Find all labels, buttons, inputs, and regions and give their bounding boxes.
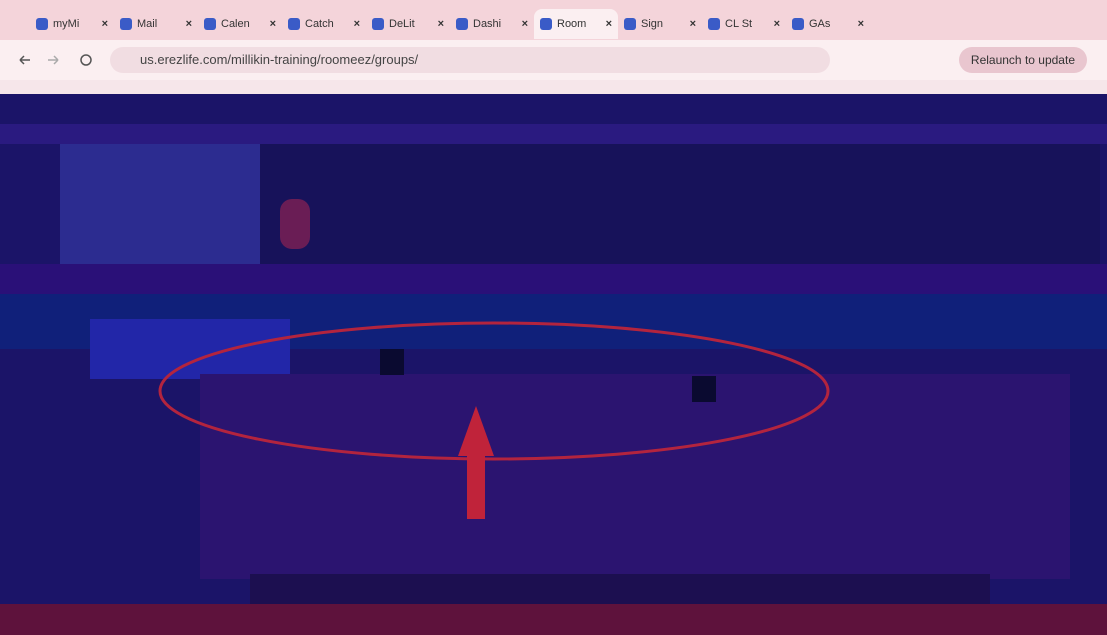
tab[interactable]: Mail × — [114, 9, 198, 39]
tab[interactable]: Sign × — [618, 9, 702, 39]
page-content — [0, 94, 1107, 604]
tab-close[interactable]: × — [773, 18, 780, 30]
bookmarks-bar — [0, 80, 1107, 94]
tab[interactable]: Calen × — [198, 9, 282, 39]
tab-icon — [792, 18, 804, 30]
tab-label: Catch — [305, 18, 334, 30]
tab-bar: myMi × Mail × Calen × Catch × DeLit × Dashi × Room × S… — [0, 0, 1107, 40]
nav-buttons — [19, 54, 92, 66]
tab-close[interactable]: × — [353, 18, 360, 30]
band — [0, 264, 1107, 294]
tab-label: Dashi — [473, 18, 502, 30]
arrow — [458, 406, 494, 519]
block — [90, 319, 290, 379]
back[interactable] — [19, 55, 30, 65]
tab[interactable]: GAs × — [786, 9, 870, 39]
tab[interactable]: DeLit × — [366, 9, 450, 39]
footer-band — [250, 574, 990, 604]
tab-close[interactable]: × — [269, 18, 276, 30]
tab-label: Mail — [137, 18, 158, 30]
tab-icon — [36, 18, 48, 30]
tab-icon — [204, 18, 216, 30]
tab-label: Room — [557, 18, 587, 30]
tab-icon — [120, 18, 132, 30]
tab-close[interactable]: × — [101, 18, 108, 30]
tab-icon — [372, 18, 384, 30]
header-strip — [0, 124, 1107, 144]
panel — [260, 144, 1100, 264]
tab-close[interactable]: × — [689, 18, 696, 30]
tab-icon — [708, 18, 720, 30]
tab[interactable]: Catch × — [282, 9, 366, 39]
tab-label: Calen — [221, 18, 250, 30]
tab-label: Sign — [641, 18, 664, 30]
avatar — [280, 199, 310, 249]
tab-icon — [456, 18, 468, 30]
tab-search[interactable] — [0, 0, 30, 40]
tab[interactable]: myMi × — [30, 9, 114, 39]
tab-close[interactable]: × — [605, 18, 612, 30]
tab[interactable]: CL St × — [702, 9, 786, 39]
tab-close[interactable]: × — [437, 18, 444, 30]
sidebar-block — [60, 144, 260, 264]
forward[interactable] — [48, 55, 59, 65]
tab-label: myMi — [53, 18, 80, 30]
taskbar — [0, 604, 1107, 635]
relaunch-button[interactable]: Relaunch to update — [958, 47, 1087, 73]
highlight-ellipse — [158, 321, 830, 461]
tab-label: CL St — [725, 18, 753, 30]
icon — [380, 349, 404, 375]
tab-close[interactable]: × — [521, 18, 528, 30]
tab[interactable]: Dashi × — [450, 9, 534, 39]
tab-label: DeLit — [389, 18, 415, 30]
reload[interactable] — [80, 54, 92, 66]
tab-icon — [540, 18, 552, 30]
icon — [692, 376, 716, 402]
tab-close[interactable]: × — [857, 18, 864, 30]
tab-close[interactable]: × — [185, 18, 192, 30]
tab-icon — [624, 18, 636, 30]
tab-label: GAs — [809, 18, 831, 30]
tab-icon — [288, 18, 300, 30]
url-bar[interactable]: us.erezlife.com/millikin-training/roomee… — [110, 47, 830, 73]
main-area — [200, 374, 1070, 579]
tab[interactable]: Room × — [534, 9, 618, 39]
address-row: us.erezlife.com/millikin-training/roomee… — [0, 40, 1107, 80]
